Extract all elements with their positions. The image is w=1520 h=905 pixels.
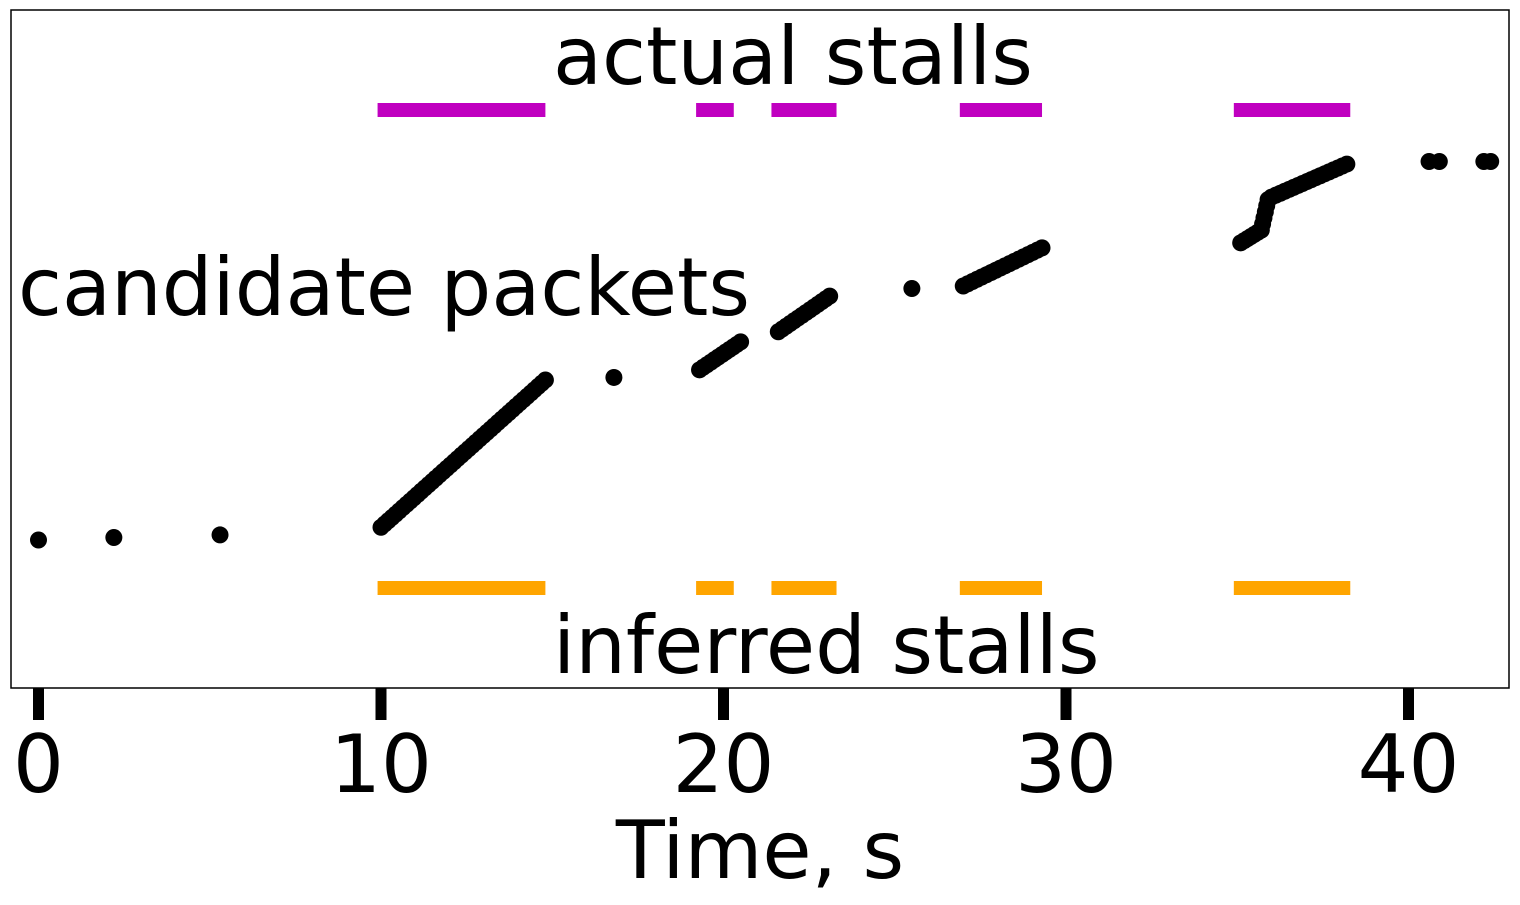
packet-point-77 [903, 280, 921, 298]
x-tick-label-30: 30 [1015, 718, 1117, 811]
x-axis-label: Time, s [615, 804, 904, 897]
packet-point-49 [536, 371, 554, 389]
x-tick-label-10: 10 [330, 718, 432, 811]
packet-point-76 [821, 287, 839, 305]
packet-point-50 [605, 368, 623, 386]
x-axis: 0 10 20 30 40 [13, 688, 1459, 811]
packet-point-95 [1033, 239, 1051, 257]
packet-point-128 [1430, 153, 1448, 171]
packet-point-3 [211, 526, 229, 544]
actual-stalls-label: actual stalls [553, 10, 1033, 103]
candidate-packets-layer [30, 153, 1500, 549]
packet-point-2 [105, 528, 123, 546]
plot-area-frame [10, 9, 1510, 689]
packet-point-62 [732, 333, 750, 351]
candidate-packets-label: candidate packets [18, 241, 750, 334]
packet-point-130 [1482, 153, 1500, 171]
x-tick-label-40: 40 [1358, 718, 1460, 811]
x-tick-label-20: 20 [673, 718, 775, 811]
inferred-stalls-label: inferred stalls [553, 599, 1100, 692]
packet-point-1 [30, 531, 47, 549]
x-tick-label-0: 0 [13, 718, 64, 811]
packet-point-126 [1338, 155, 1356, 173]
